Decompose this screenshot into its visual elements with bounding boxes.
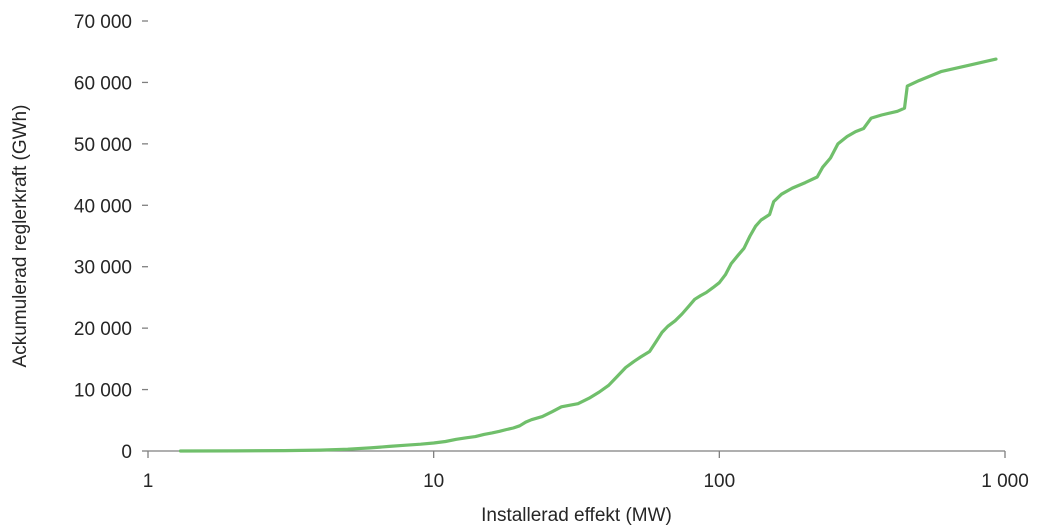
x-tick-label: 1 (143, 471, 154, 492)
y-tick-label: 20 000 (74, 319, 132, 340)
series-line (178, 57, 998, 453)
y-tick-label: 30 000 (74, 258, 132, 279)
y-axis-title: Ackumulerad reglerkraft (GWh) (10, 105, 31, 368)
x-tick-label: 10 (423, 471, 444, 492)
y-tick-label: 70 000 (74, 12, 132, 33)
x-tick-label: 100 (703, 471, 735, 492)
x-axis-title: Installerad effekt (MW) (481, 505, 672, 526)
y-tick-label: 60 000 (74, 73, 132, 94)
y-tick-label: 0 (121, 442, 132, 463)
x-axis-ticks: 1 10 100 1 000 (143, 451, 1029, 492)
x-tick-label: 1 000 (981, 471, 1029, 492)
y-tick-label: 50 000 (74, 135, 132, 156)
y-tick-label: 10 000 (74, 381, 132, 402)
y-axis-ticks: 0 10 000 20 000 30 000 40 000 50 000 60 000 70 … (74, 12, 148, 463)
y-tick-label: 40 000 (74, 196, 132, 217)
